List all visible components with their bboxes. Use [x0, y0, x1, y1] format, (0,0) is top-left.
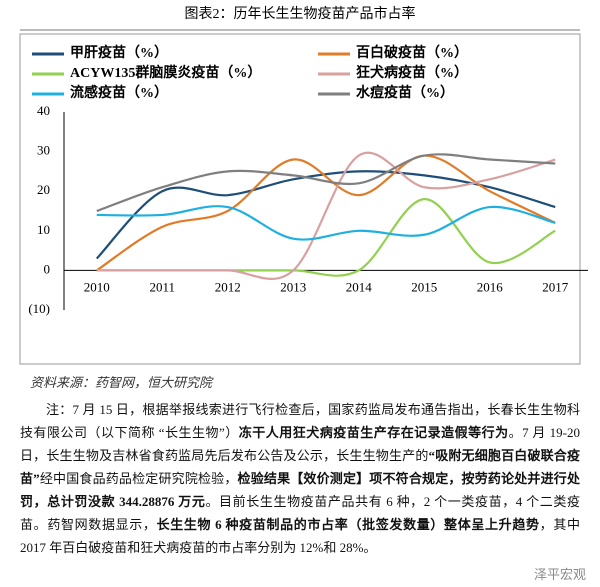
note-text: 。目前长生生物疫苗产品共有 6 种，2 个一类疫苗，4 个二类疫苗。药智网数据显…	[20, 494, 580, 532]
chart-frame	[19, 33, 581, 365]
note-bold: 冻干人用狂犬病疫苗生产存在记录造假等行为	[238, 425, 509, 440]
series-line	[96, 205, 556, 241]
x-tick-label: 2013	[280, 279, 306, 294]
legend-label: 狂犬病疫苗（%）	[356, 64, 468, 81]
legend-label: 甲肝疫苗（%）	[70, 44, 168, 61]
y-tick-label: 10	[37, 222, 50, 237]
y-tick-label: (10)	[28, 301, 50, 316]
chart: 图表2：历年长生生物疫苗产品市占率 (10) 0 10 20 30 40 2010 2011 2…	[19, 5, 588, 365]
note-bold: 长生生物 6 种疫苗制品的市占率（批签发数量）整体呈上升趋势	[156, 517, 540, 532]
legend-label: 百白破疫苗（%）	[356, 44, 468, 61]
source: 资料来源：药智网，恒大研究院	[30, 375, 213, 390]
y-tick-label: 40	[37, 103, 50, 118]
note-text: 注：7 月 15 日，根据举报线索进行飞行检查后，国家药监局发布通告指出，长春长…	[20, 402, 580, 440]
x-tick-label: 2010	[84, 279, 110, 294]
note-text: 。7 月 19-20 日，长生生物及吉林省食药监局先后发布公告及公示，长生生物生…	[20, 425, 580, 463]
series-line	[96, 154, 556, 272]
y-tick-label: 0	[44, 261, 51, 276]
x-tick-label: 2017	[542, 279, 569, 294]
note: 注：7 月 15 日，根据举报线索进行飞行检查后，国家药监局发布通告指出，长春长…	[20, 398, 580, 559]
note-text: 经中国食品药品检定研究院检验，	[39, 471, 238, 486]
x-tick-label: 2016	[477, 279, 504, 294]
legend-label: 流感疫苗（%）	[70, 84, 168, 101]
note-bold: “吸附无细胞百白破联合疫苗”	[20, 448, 580, 486]
note-text: ，其中 2017 年百白破疫苗和狂犬病疫苗的市占率分别为 12%和 28%。	[20, 517, 580, 555]
legend-label: ACYW135群脑膜炎疫苗（%）	[70, 64, 261, 81]
x-tick-label: 2014	[346, 279, 373, 294]
chart-title: 图表2：历年长生生物疫苗产品市占率	[185, 5, 416, 22]
note-bold: 检验结果【效价测定】项不符合规定，按劳药论处并进行处罚，总计罚没款 344.28…	[20, 471, 580, 509]
series-line	[96, 153, 556, 213]
series-line	[96, 151, 556, 281]
x-tick-label: 2015	[411, 279, 437, 294]
x-tick-label: 2011	[149, 279, 175, 294]
y-tick-label: 20	[37, 182, 50, 197]
legend-label: 水痘疫苗（%）	[356, 84, 454, 101]
x-tick-label: 2012	[215, 279, 241, 294]
watermark: 泽平宏观	[533, 568, 586, 583]
y-tick-label: 30	[37, 143, 50, 158]
